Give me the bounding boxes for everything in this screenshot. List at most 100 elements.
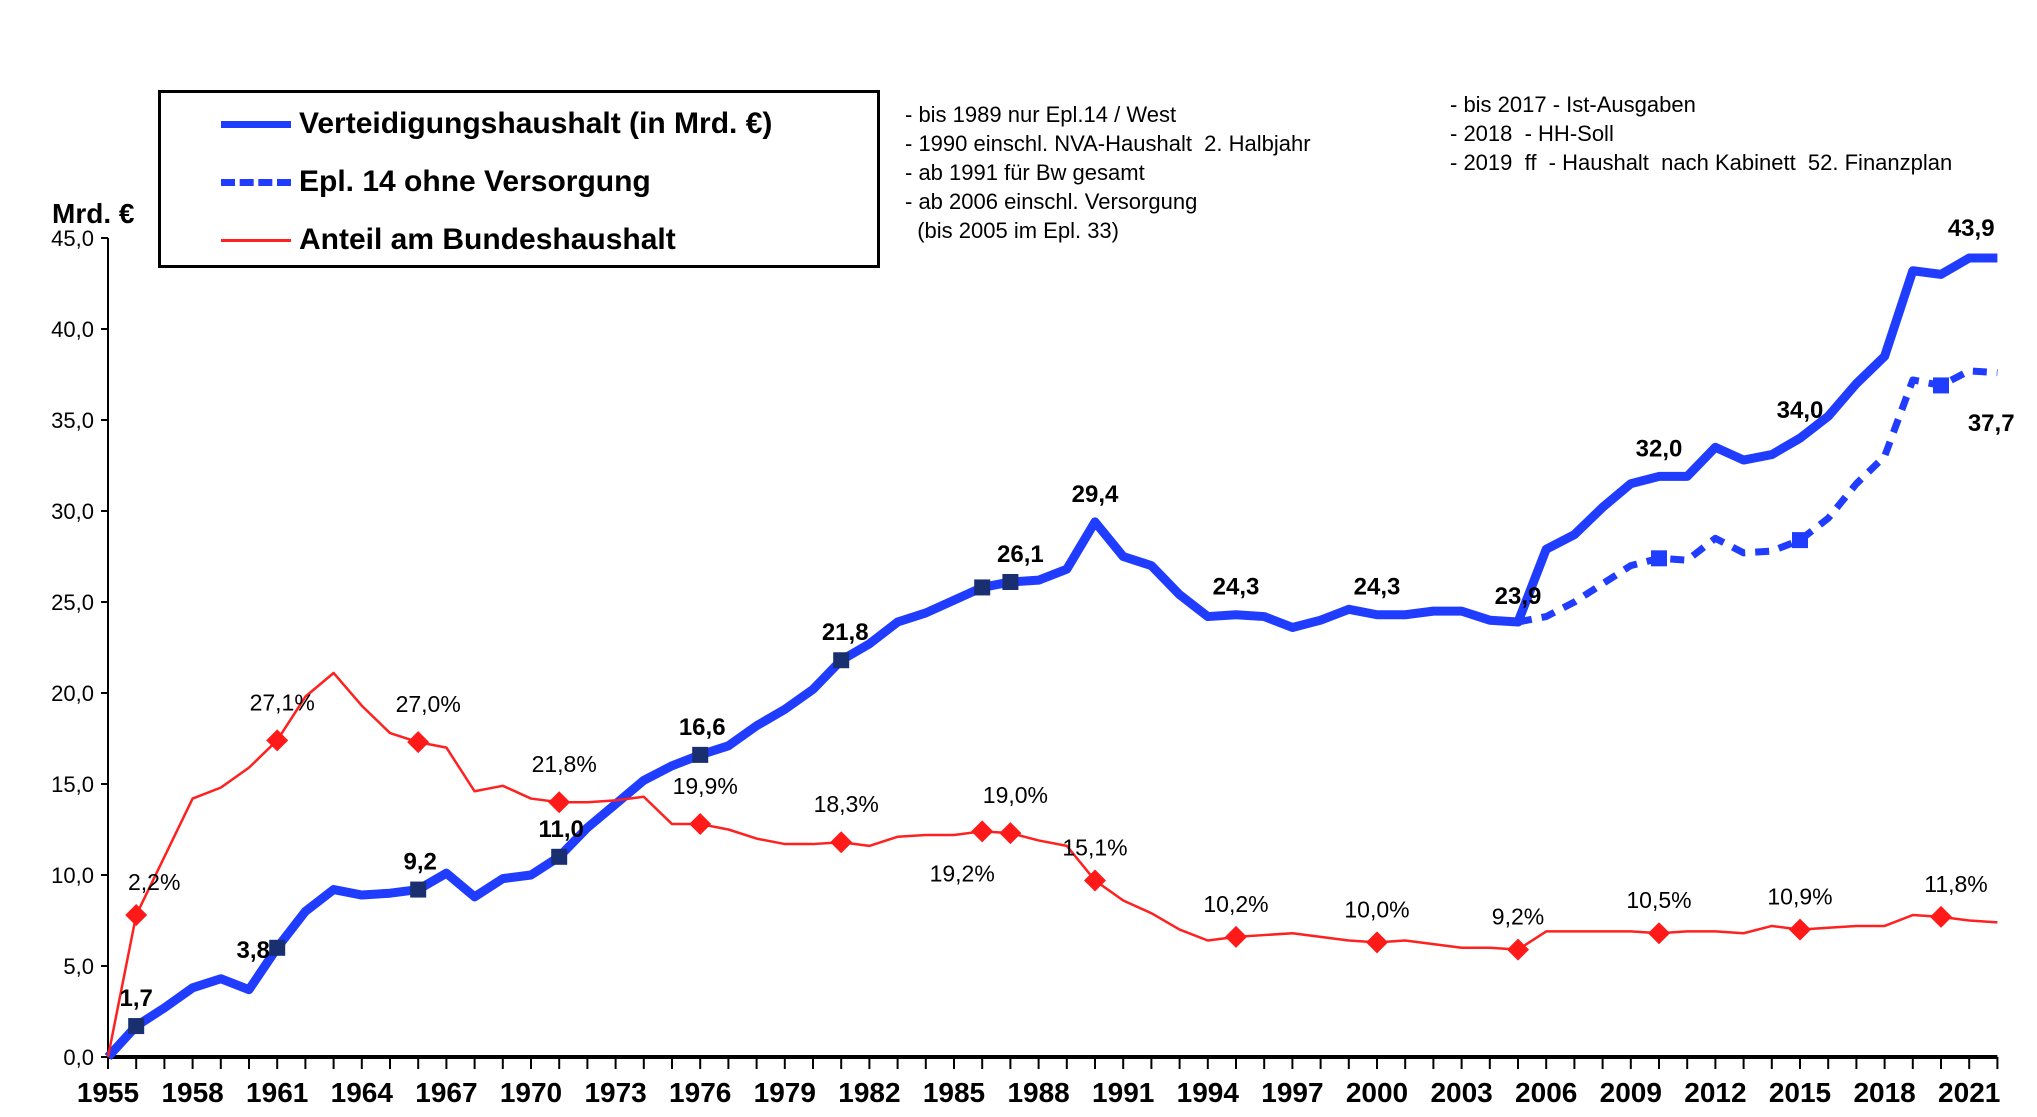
data-point-square: [410, 881, 427, 898]
x-tick-label: 2012: [1684, 1077, 1746, 1108]
legend-swatch-dashed: [221, 178, 291, 186]
value-label: 1,7: [120, 985, 153, 1012]
data-point-diamond: [407, 731, 430, 754]
value-label: 43,9: [1948, 215, 1995, 242]
x-tick-label: 1991: [1092, 1077, 1154, 1108]
data-point-square: [128, 1018, 145, 1035]
data-point-square: [974, 579, 991, 596]
legend-item-share: Anteil am Bundeshaushalt: [221, 223, 676, 257]
x-tick-label: 1961: [246, 1077, 308, 1108]
notes-right: - bis 2017 - Ist-Ausgaben - 2018 - HH-So…: [1450, 92, 1953, 175]
x-tick-label: 2003: [1430, 1077, 1492, 1108]
value-label: 3,8: [237, 937, 270, 964]
value-label: 34,0: [1777, 397, 1824, 424]
data-point-diamond: [125, 904, 148, 927]
y-tick-label: 25,0: [51, 590, 94, 615]
percent-label: 19,9%: [673, 773, 738, 799]
y-tick-label: 20,0: [51, 681, 94, 706]
legend-item-defense-budget: Verteidigungshaushalt (in Mrd. €): [221, 107, 772, 141]
x-tick-label: 1979: [754, 1077, 816, 1108]
percent-label: 19,2%: [930, 860, 995, 886]
y-tick-label: 10,0: [51, 863, 94, 888]
value-label: 32,0: [1636, 435, 1683, 462]
value-label: 23,9: [1495, 583, 1542, 610]
data-point-diamond: [999, 822, 1022, 845]
percent-label: 2,2%: [128, 869, 180, 895]
x-tick-label: 2018: [1853, 1077, 1915, 1108]
data-point-diamond: [1225, 925, 1247, 948]
percent-label: 27,1%: [250, 689, 315, 715]
notes-left: - bis 1989 nur Epl.14 / West - 1990 eins…: [905, 102, 1311, 243]
percent-label: 10,0%: [1344, 896, 1409, 922]
y-tick-label: 5,0: [63, 954, 94, 979]
percent-label: 10,2%: [1203, 891, 1268, 917]
data-point-diamond: [1507, 938, 1529, 961]
x-tick-label: 2006: [1515, 1077, 1577, 1108]
data-point-square: [1002, 573, 1019, 590]
value-label: 21,8: [822, 619, 869, 646]
x-tick-label: 2021: [1938, 1077, 2000, 1108]
data-point-square: [1933, 377, 1949, 394]
x-tick-label: 1997: [1261, 1077, 1323, 1108]
x-tick-label: 1973: [584, 1077, 646, 1108]
x-tick-label: 1967: [415, 1077, 477, 1108]
x-tick-label: 2000: [1346, 1077, 1408, 1108]
x-tick-label: 1970: [500, 1077, 562, 1108]
percent-label: 27,0%: [396, 691, 461, 717]
y-tick-label: 0,0: [63, 1045, 94, 1070]
x-tick-label: 1964: [331, 1077, 394, 1108]
data-point-diamond: [266, 729, 289, 752]
x-tick-label: 1982: [838, 1077, 900, 1108]
percent-label: 9,2%: [1492, 904, 1544, 930]
legend-swatch-solid: [221, 120, 291, 128]
y-tick-label: 45,0: [51, 226, 94, 251]
value-label: 11,0: [539, 816, 584, 843]
value-label: 29,4: [1072, 481, 1119, 508]
y-tick-label: 35,0: [51, 408, 94, 433]
data-point-diamond: [689, 813, 712, 836]
data-point-diamond: [1789, 918, 1811, 941]
x-tick-label: 2009: [1600, 1077, 1662, 1108]
data-point-square: [833, 652, 850, 669]
data-point-square: [1651, 550, 1667, 567]
value-label: 26,1: [997, 541, 1044, 568]
y-tick-label: 15,0: [51, 772, 94, 797]
data-point-diamond: [1930, 905, 1952, 928]
data-point-diamond: [971, 820, 994, 843]
x-tick-label: 1988: [1007, 1077, 1069, 1108]
value-label: 37,7: [1968, 410, 2015, 437]
data-point-square: [1792, 532, 1808, 549]
data-point-diamond: [1648, 922, 1670, 945]
x-tick-label: 1976: [669, 1077, 731, 1108]
percent-label: 19,0%: [983, 782, 1048, 808]
x-tick-label: 1985: [923, 1077, 985, 1108]
percent-label: 10,9%: [1767, 884, 1832, 910]
y-axis-title: Mrd. €: [52, 198, 135, 229]
data-point-square: [269, 939, 286, 956]
value-label: 24,3: [1354, 574, 1401, 601]
data-point-diamond: [1366, 931, 1388, 954]
legend-item-epl14: Epl. 14 ohne Versorgung: [221, 165, 651, 199]
percent-label: 18,3%: [814, 791, 879, 817]
data-point-square: [692, 746, 709, 763]
x-tick-label: 2015: [1769, 1077, 1831, 1108]
series-line-0: [104, 253, 1998, 1061]
value-label: 24,3: [1213, 574, 1260, 601]
data-point-diamond: [548, 791, 571, 814]
percent-label: 21,8%: [532, 751, 597, 777]
series-line-1: [1517, 367, 1998, 626]
legend-swatch-thin: [221, 238, 291, 242]
percent-label: 10,5%: [1626, 887, 1691, 913]
percent-label: 15,1%: [1062, 834, 1127, 860]
series-line-2: [106, 671, 1998, 1058]
legend-label: Verteidigungshaushalt (in Mrd. €): [299, 107, 773, 140]
y-tick-label: 40,0: [51, 317, 94, 342]
legend: Verteidigungshaushalt (in Mrd. €) Epl. 1…: [158, 90, 880, 268]
value-label: 16,6: [679, 714, 726, 741]
x-tick-label: 1994: [1177, 1077, 1240, 1108]
percent-label: 11,8%: [1924, 871, 1988, 897]
data-point-square: [551, 848, 568, 865]
data-point-diamond: [1084, 869, 1106, 892]
y-tick-label: 30,0: [51, 499, 94, 524]
